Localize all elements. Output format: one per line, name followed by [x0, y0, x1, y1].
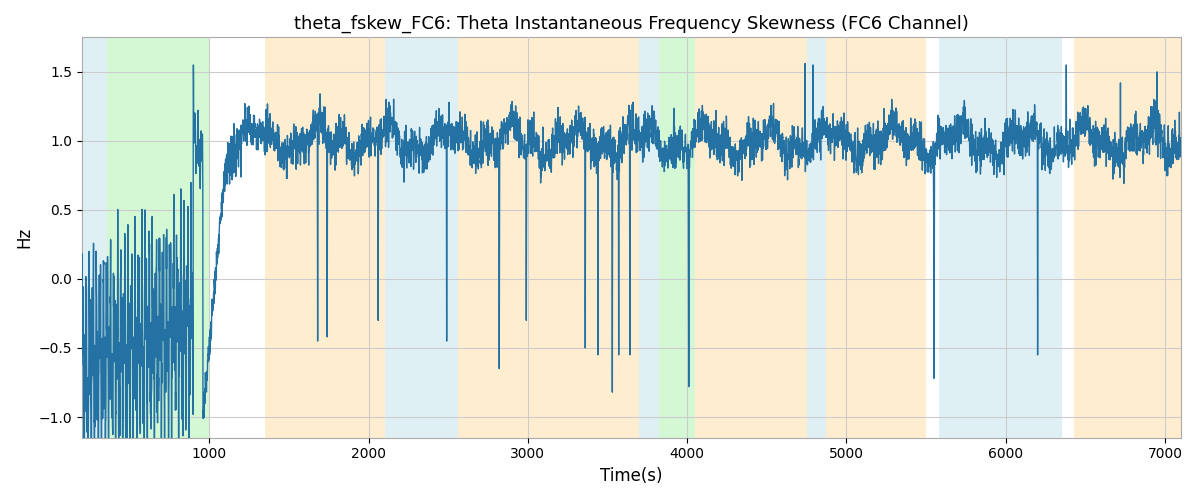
Title: theta_fskew_FC6: Theta Instantaneous Frequency Skewness (FC6 Channel): theta_fskew_FC6: Theta Instantaneous Fre…	[294, 15, 968, 34]
Bar	[806, 38, 826, 438]
Bar	[107, 38, 209, 438]
Bar	[938, 38, 1062, 438]
Bar	[640, 38, 659, 438]
Bar	[695, 38, 806, 438]
Bar	[826, 38, 926, 438]
Bar	[659, 38, 695, 438]
Bar	[82, 38, 107, 438]
Bar	[265, 38, 384, 438]
X-axis label: Time(s): Time(s)	[600, 467, 662, 485]
Y-axis label: Hz: Hz	[14, 227, 32, 248]
Bar	[1074, 38, 1181, 438]
Bar	[384, 38, 458, 438]
Bar	[458, 38, 640, 438]
